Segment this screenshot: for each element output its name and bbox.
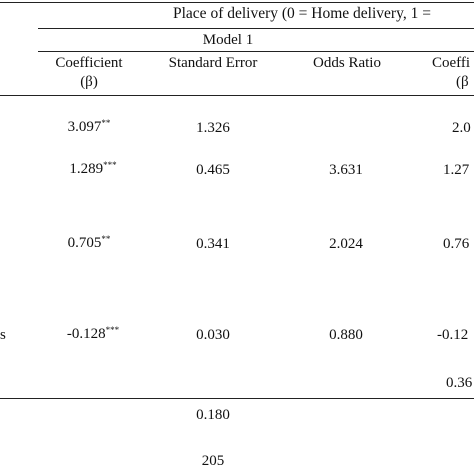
significance-marker: ** [101, 118, 111, 128]
table-row-3-coefficient-model2: 0.76 [443, 236, 470, 252]
table-row-2-odds-ratio: 3.631 [329, 162, 363, 178]
significance-marker: *** [105, 325, 120, 335]
table-row-2-standard-error: 0.465 [196, 162, 230, 178]
column-header-coefficient: Coefficient [55, 55, 123, 71]
table-row-4-coefficient: -0.128*** [66, 325, 120, 342]
dependent-variable-heading: Place of delivery (0 = Home delivery, 1 … [173, 5, 431, 22]
table-row-5-coefficient-model2: 0.36 [446, 375, 473, 391]
row-label-fragment: s [0, 327, 6, 343]
footer-stat-2: 205 [201, 453, 225, 469]
column-header-standard-error: Standard Error [168, 55, 258, 71]
column-header-coefficient-model2: Coeffi [432, 55, 471, 71]
model-label: Model 1 [202, 32, 254, 48]
footer-rule [0, 398, 474, 399]
significance-marker: *** [103, 160, 117, 170]
table-row-1-coefficient-model2: 2.0 [452, 120, 471, 136]
table-row-1-standard-error: 1.326 [196, 120, 230, 136]
table-row-2-coefficient: 1.289*** [69, 160, 117, 177]
model-rule [38, 51, 474, 52]
table-row-2-coefficient-model2: 1.27 [443, 162, 470, 178]
column-header-coefficient-symbol: (β) [80, 74, 98, 90]
table-row-3-odds-ratio: 2.024 [329, 236, 363, 252]
column-header-coefficient-model2-symbol: (β [456, 74, 469, 90]
table-row-1-coefficient: 3.097** [67, 118, 111, 135]
table-top-rule [0, 2, 474, 3]
table-row-4-odds-ratio: 0.880 [329, 327, 363, 343]
significance-marker: ** [101, 234, 111, 244]
column-header-rule [0, 95, 474, 96]
table-row-4-coefficient-model2: -0.12 [437, 327, 469, 343]
table-row-3-coefficient: 0.705** [67, 234, 111, 251]
table-row-3-standard-error: 0.341 [196, 236, 230, 252]
dependent-variable-rule [38, 28, 474, 29]
table-row-4-standard-error: 0.030 [196, 327, 230, 343]
footer-stat-1: 0.180 [196, 407, 230, 423]
column-header-odds-ratio: Odds Ratio [313, 55, 381, 71]
